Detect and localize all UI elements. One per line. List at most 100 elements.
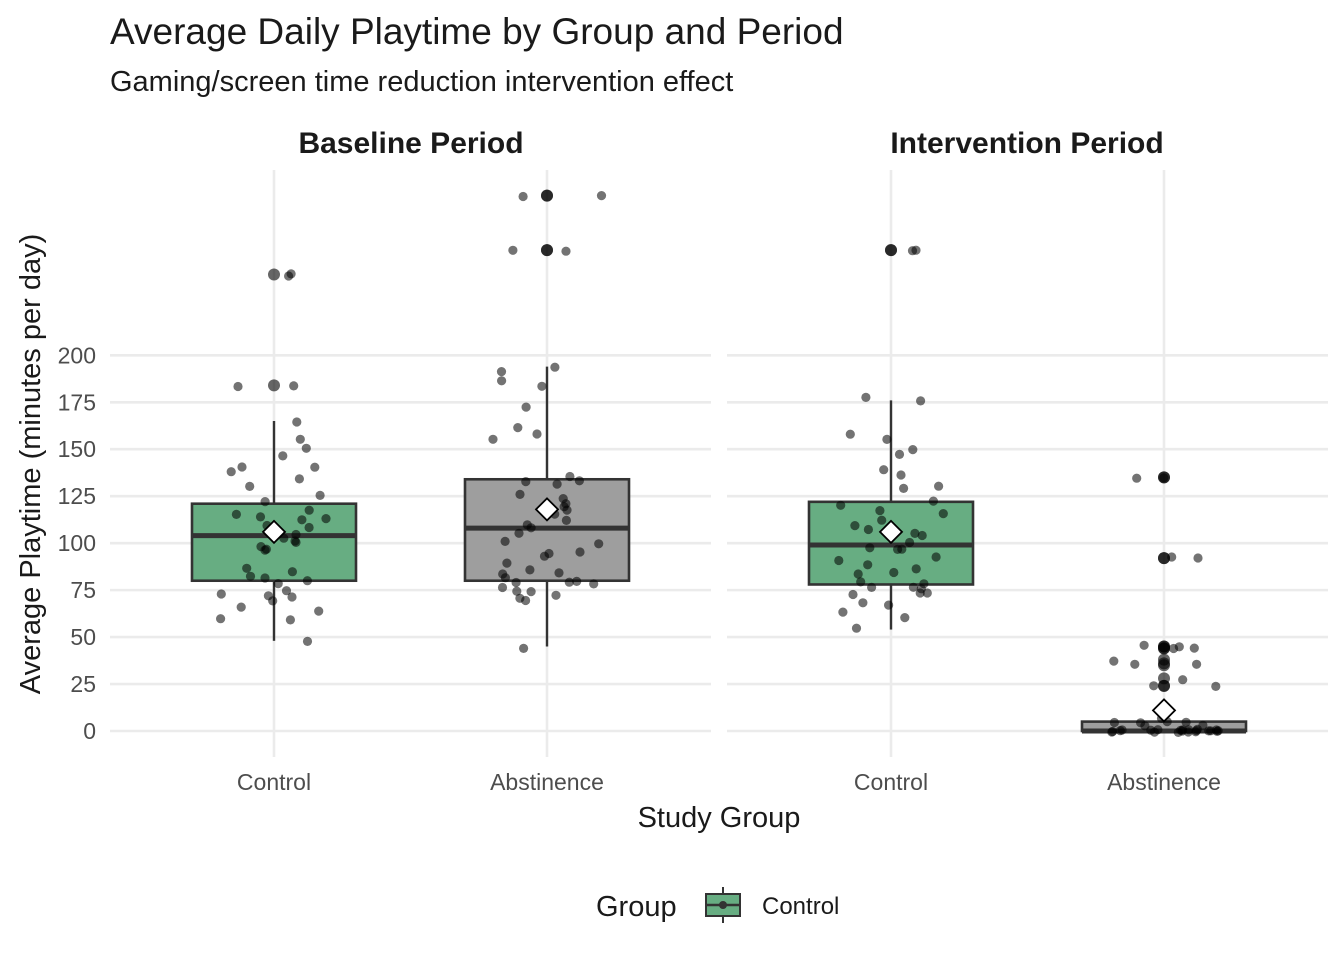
data-point	[908, 445, 918, 455]
data-point	[295, 434, 305, 444]
x-tick-label: Abstinence	[1107, 769, 1221, 795]
data-point	[1176, 725, 1186, 735]
y-tick-label: 175	[58, 389, 96, 415]
data-point	[278, 451, 288, 461]
data-point	[287, 592, 297, 602]
data-point	[875, 506, 885, 516]
data-point	[1181, 717, 1191, 727]
legend-label-control: Control	[762, 893, 839, 920]
data-point	[1206, 726, 1216, 736]
data-point	[302, 576, 312, 586]
data-point	[497, 582, 508, 593]
data-point	[314, 606, 324, 616]
data-point	[561, 246, 571, 256]
data-point	[853, 569, 863, 579]
data-point	[850, 521, 860, 531]
data-point	[500, 573, 510, 583]
data-point	[911, 564, 921, 574]
data-point	[304, 522, 314, 533]
data-point	[514, 528, 524, 538]
data-point	[226, 467, 236, 477]
data-point	[594, 539, 604, 549]
data-point	[1213, 726, 1223, 736]
data-point	[216, 589, 226, 599]
data-point	[284, 271, 294, 281]
data-point	[1169, 643, 1179, 654]
data-point	[304, 505, 314, 515]
data-point	[934, 481, 944, 491]
data-point	[301, 443, 311, 453]
x-tick-label: Abstinence	[490, 769, 604, 795]
x-axis-title: Study Group	[638, 802, 801, 834]
data-point	[1191, 727, 1201, 737]
outlier-point	[1158, 659, 1170, 672]
data-point	[879, 465, 889, 475]
data-point	[521, 477, 531, 487]
y-axis-title: Average Playtime (minutes per day)	[15, 234, 47, 694]
data-point	[877, 515, 887, 525]
data-point	[1139, 640, 1149, 650]
data-point	[515, 489, 525, 499]
data-point	[287, 567, 297, 577]
data-point	[273, 579, 283, 589]
mean-marker	[1151, 698, 1177, 723]
outlier-point	[541, 244, 553, 257]
data-point	[1211, 681, 1221, 692]
data-point	[1192, 659, 1202, 669]
data-point	[917, 530, 927, 541]
data-point	[281, 586, 292, 596]
data-point	[916, 396, 926, 406]
data-point	[1167, 552, 1177, 562]
legend-key-control	[705, 887, 741, 923]
outlier-point	[1158, 679, 1170, 692]
mean-marker	[534, 497, 560, 522]
data-point	[565, 471, 575, 482]
outlier-point	[1158, 642, 1170, 655]
data-point	[508, 245, 518, 255]
data-point	[260, 573, 270, 583]
x-tick-label: Control	[854, 769, 928, 795]
data-point	[893, 544, 903, 555]
data-point	[574, 476, 585, 486]
data-point	[1189, 643, 1199, 653]
data-point	[928, 496, 939, 506]
data-point	[863, 560, 873, 570]
data-point	[500, 536, 510, 547]
data-point	[289, 381, 299, 391]
data-point	[321, 514, 331, 524]
data-point	[237, 462, 247, 472]
chart-title: Average Daily Playtime by Group and Peri…	[110, 11, 844, 52]
data-point	[518, 191, 528, 202]
data-point	[512, 586, 522, 596]
data-point	[836, 500, 846, 510]
data-point	[856, 577, 866, 587]
data-point	[245, 481, 255, 491]
data-point	[497, 376, 507, 386]
panel-baseline	[110, 170, 711, 757]
data-point	[858, 598, 868, 608]
data-point	[845, 429, 855, 439]
data-point	[907, 246, 918, 256]
data-point	[867, 582, 877, 593]
data-point	[526, 587, 536, 597]
data-point	[589, 579, 599, 589]
data-point	[1130, 659, 1140, 669]
mean-marker	[878, 519, 904, 545]
data-point	[848, 589, 858, 600]
data-point	[910, 528, 920, 539]
data-point	[1109, 656, 1119, 666]
data-point	[882, 434, 892, 444]
y-tick-label: 150	[58, 436, 96, 462]
y-tick-label: 25	[70, 671, 96, 697]
data-point	[1159, 473, 1169, 483]
data-point	[231, 509, 241, 519]
data-point	[260, 497, 270, 507]
data-point	[1193, 553, 1203, 563]
data-point	[511, 577, 521, 588]
data-point	[564, 577, 574, 587]
data-point	[302, 636, 313, 647]
y-axis-ticks: 0 25 50 75 100 125 150 175 200	[58, 342, 96, 744]
mean-marker	[261, 519, 287, 545]
data-point	[521, 595, 531, 606]
